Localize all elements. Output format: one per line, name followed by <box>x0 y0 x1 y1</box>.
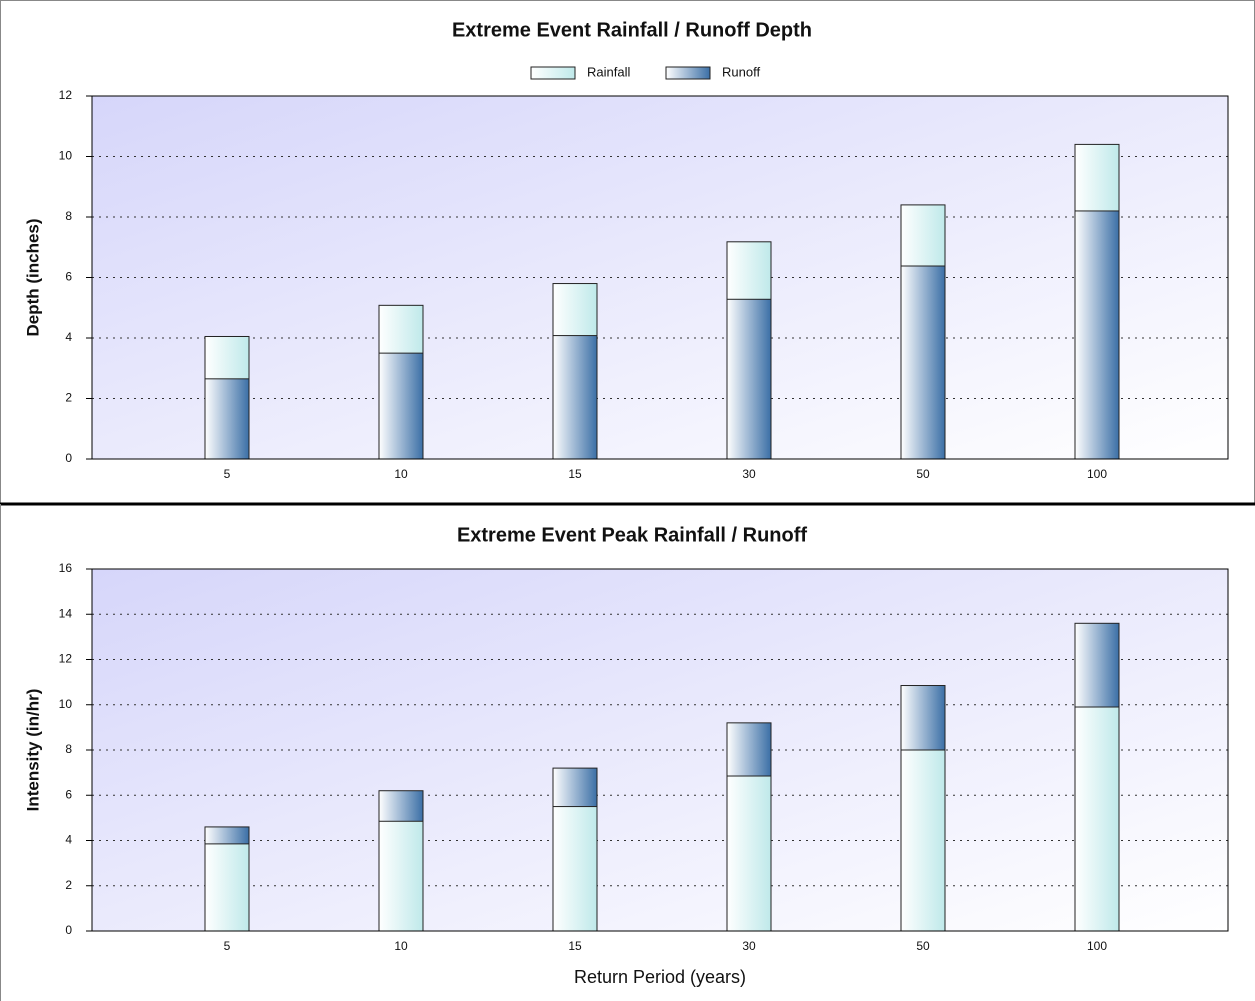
bar <box>552 335 598 460</box>
y-tick-label: 14 <box>59 606 73 620</box>
bar <box>552 806 598 932</box>
bar <box>1074 706 1120 932</box>
y-tick-label: 10 <box>59 149 73 163</box>
bar <box>726 298 772 460</box>
x-tick-label: 30 <box>742 467 756 481</box>
legend-label: Rainfall <box>587 64 630 79</box>
bar <box>900 749 946 932</box>
plot-frame <box>91 568 1229 932</box>
bar <box>204 843 250 932</box>
x-tick-label: 10 <box>394 939 408 953</box>
x-tick-label: 30 <box>742 939 756 953</box>
y-tick-label: 6 <box>65 787 72 801</box>
x-tick-label: 5 <box>224 939 231 953</box>
y-tick-label: 4 <box>65 330 72 344</box>
bar <box>204 378 250 460</box>
y-tick-label: 12 <box>59 652 73 666</box>
y-tick-label: 2 <box>65 878 72 892</box>
y-tick-label: 0 <box>65 451 72 465</box>
x-axis-title: Return Period (years) <box>574 967 746 987</box>
y-tick-label: 8 <box>65 209 72 223</box>
chart-title: Extreme Event Peak Rainfall / Runoff <box>457 524 807 546</box>
plot-frame <box>91 95 1229 460</box>
y-tick-label: 12 <box>59 88 73 102</box>
y-axis-title: Depth (inches) <box>23 218 42 336</box>
y-axis-title: Intensity (in/hr) <box>23 689 42 812</box>
x-tick-label: 100 <box>1087 467 1107 481</box>
bar <box>378 820 424 932</box>
legend-swatch <box>530 66 576 80</box>
x-tick-label: 5 <box>224 467 231 481</box>
x-tick-label: 100 <box>1087 939 1107 953</box>
y-tick-label: 0 <box>65 923 72 937</box>
x-tick-label: 50 <box>916 467 930 481</box>
legend-swatch <box>665 66 711 80</box>
chart-title: Extreme Event Rainfall / Runoff Depth <box>452 19 812 41</box>
y-tick-label: 8 <box>65 742 72 756</box>
x-tick-label: 10 <box>394 467 408 481</box>
legend-label: Runoff <box>722 64 760 79</box>
y-tick-label: 16 <box>59 561 73 575</box>
x-tick-label: 15 <box>568 467 582 481</box>
bar <box>900 265 946 460</box>
x-tick-label: 50 <box>916 939 930 953</box>
bar <box>1074 210 1120 460</box>
y-tick-label: 4 <box>65 833 72 847</box>
bar <box>378 352 424 460</box>
y-tick-label: 2 <box>65 391 72 405</box>
bar <box>726 775 772 932</box>
y-tick-label: 6 <box>65 270 72 284</box>
y-tick-label: 10 <box>59 697 73 711</box>
x-tick-label: 15 <box>568 939 582 953</box>
